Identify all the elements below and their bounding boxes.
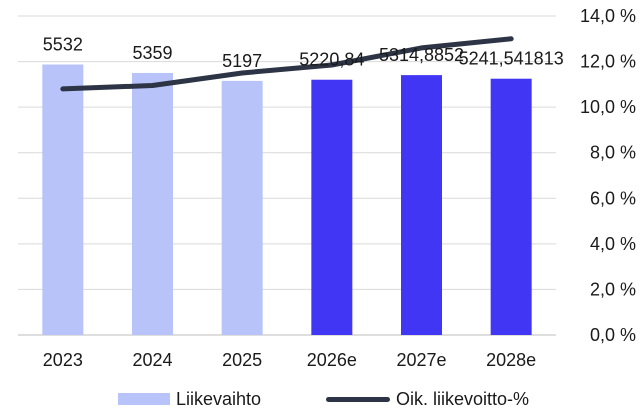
y-right-tick-label: 14,0 %	[580, 6, 636, 26]
x-tick-label: 2026e	[307, 350, 357, 370]
legend-swatch-line	[326, 396, 390, 402]
legend-item-bar: Liikevaihto	[118, 388, 261, 410]
y-right-tick-label: 12,0 %	[580, 52, 636, 72]
x-tick-label: 2023	[43, 350, 83, 370]
y-right-tick-label: 0,0 %	[590, 325, 636, 345]
gridlines	[18, 15, 556, 336]
bar	[221, 80, 263, 335]
y-right-tick-label: 10,0 %	[580, 97, 636, 117]
y-right-tick-label: 4,0 %	[590, 234, 636, 254]
bar	[401, 75, 442, 335]
y-right-axis-ticks: 0,0 % 2,0 % 4,0 % 6,0 % 8,0 % 10,0 % 12,0 % 14,…	[580, 6, 636, 345]
legend-label-bar: Liikevaihto	[176, 388, 262, 409]
combo-chart: 5532 5359 5197 5220,84 5314,88525241,541813 …	[18, 6, 636, 370]
legend-item-line: Oik. liikevoitto-%	[326, 388, 529, 410]
legend-label-line: Oik. liikevoitto-%	[396, 388, 530, 409]
bar-data-label: 5359	[132, 43, 172, 63]
bar-data-label: 5241,541813	[459, 49, 564, 69]
bar	[311, 79, 353, 335]
x-axis-ticks: 2023 2024 2025 2026e 2027e 2028e	[43, 350, 536, 370]
legend: Liikevaihto Oik. liikevoitto-%	[0, 388, 643, 410]
bar	[132, 72, 173, 335]
bar	[490, 78, 532, 335]
legend-swatch-bar	[118, 393, 170, 405]
bar-series	[42, 64, 532, 335]
line-path	[60, 36, 514, 92]
x-tick-label: 2024	[132, 350, 172, 370]
line-series	[60, 36, 514, 92]
bar-data-label: 5197	[222, 51, 262, 71]
y-right-tick-label: 6,0 %	[590, 188, 636, 208]
x-tick-label: 2028e	[486, 350, 536, 370]
y-right-tick-label: 8,0 %	[590, 143, 636, 163]
y-right-tick-label: 2,0 %	[590, 279, 636, 299]
bar-data-label: 5532	[43, 35, 83, 55]
bar-data-label: 5220,84	[299, 50, 364, 70]
x-tick-label: 2027e	[396, 350, 446, 370]
bar	[42, 64, 84, 335]
x-tick-label: 2025	[222, 350, 262, 370]
bar-data-label: 5314,8852	[379, 45, 464, 65]
